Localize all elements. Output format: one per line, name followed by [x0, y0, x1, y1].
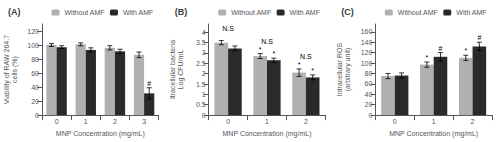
svg-text:*: * — [311, 67, 314, 74]
svg-text:40: 40 — [365, 91, 373, 98]
svg-text:Itracellular bacteria: Itracellular bacteria — [169, 40, 176, 99]
svg-text:80: 80 — [365, 70, 373, 77]
svg-text:MNP Concentration (mg/mL): MNP Concentration (mg/mL) — [389, 130, 478, 138]
svg-text:(arbitrary unit): (arbitrary unit) — [344, 48, 352, 92]
svg-text:60: 60 — [365, 80, 373, 87]
svg-text:140: 140 — [361, 39, 373, 46]
svg-text:#: # — [477, 34, 481, 41]
svg-text:N.S: N.S — [261, 38, 273, 45]
svg-text:60: 60 — [31, 70, 39, 77]
svg-text:100: 100 — [27, 42, 39, 49]
svg-text:20: 20 — [31, 98, 39, 105]
svg-text:4: 4 — [202, 29, 206, 36]
svg-text:*: * — [464, 47, 467, 54]
svg-text:cells (%): cells (%) — [11, 56, 19, 83]
svg-text:*: * — [425, 54, 428, 61]
svg-text:1: 1 — [432, 118, 436, 125]
svg-text:0: 0 — [202, 112, 206, 119]
svg-text:Log CFU/mL: Log CFU/mL — [177, 50, 185, 90]
svg-text:Without AMF: Without AMF — [231, 9, 271, 16]
svg-text:2: 2 — [304, 118, 308, 125]
svg-text:#: # — [147, 80, 151, 87]
svg-text:100: 100 — [361, 60, 373, 67]
svg-text:3: 3 — [202, 49, 206, 56]
svg-text:0: 0 — [368, 112, 372, 119]
svg-text:MNP Concentration (mg/mL): MNP Concentration (mg/mL) — [56, 130, 145, 138]
svg-text:*: * — [259, 46, 262, 53]
svg-text:With AMF: With AMF — [123, 9, 153, 16]
svg-text:120: 120 — [27, 28, 39, 35]
svg-text:2: 2 — [202, 70, 206, 77]
svg-text:N.S: N.S — [222, 25, 234, 32]
svg-text:3: 3 — [142, 118, 146, 125]
svg-text:1: 1 — [84, 118, 88, 125]
svg-text:Intracellular ROS: Intracellular ROS — [336, 43, 343, 97]
svg-text:20: 20 — [365, 101, 373, 108]
svg-text:0: 0 — [35, 112, 39, 119]
svg-text:(B): (B) — [175, 7, 188, 17]
svg-text:2.5: 2.5 — [196, 60, 206, 67]
svg-text:Without AMF: Without AMF — [64, 9, 104, 16]
svg-text:40: 40 — [31, 84, 39, 91]
svg-text:1.5: 1.5 — [196, 81, 206, 88]
svg-text:2: 2 — [471, 118, 475, 125]
svg-text:With AMF: With AMF — [290, 9, 320, 16]
svg-text:Viability of RAW 264.7: Viability of RAW 264.7 — [3, 35, 11, 104]
svg-text:2: 2 — [113, 118, 117, 125]
svg-text:1: 1 — [265, 118, 269, 125]
svg-text:3.5: 3.5 — [196, 39, 206, 46]
svg-text:0: 0 — [226, 118, 230, 125]
svg-text:Without AMF: Without AMF — [398, 9, 438, 16]
svg-text:(C): (C) — [341, 7, 354, 17]
svg-text:160: 160 — [361, 28, 373, 35]
svg-text:80: 80 — [31, 56, 39, 63]
svg-text:N.S: N.S — [300, 53, 312, 60]
svg-text:With AMF: With AMF — [456, 9, 486, 16]
svg-text:#: # — [439, 45, 443, 52]
svg-text:(A): (A) — [8, 7, 21, 17]
svg-text:120: 120 — [361, 49, 373, 56]
svg-text:*: * — [298, 61, 301, 68]
svg-text:MNP Concentration (mg/mL): MNP Concentration (mg/mL) — [223, 130, 312, 138]
svg-text:0.5: 0.5 — [196, 101, 206, 108]
svg-text:0: 0 — [393, 118, 397, 125]
svg-text:1: 1 — [202, 91, 206, 98]
svg-text:*: * — [272, 50, 275, 57]
svg-text:0: 0 — [55, 118, 59, 125]
